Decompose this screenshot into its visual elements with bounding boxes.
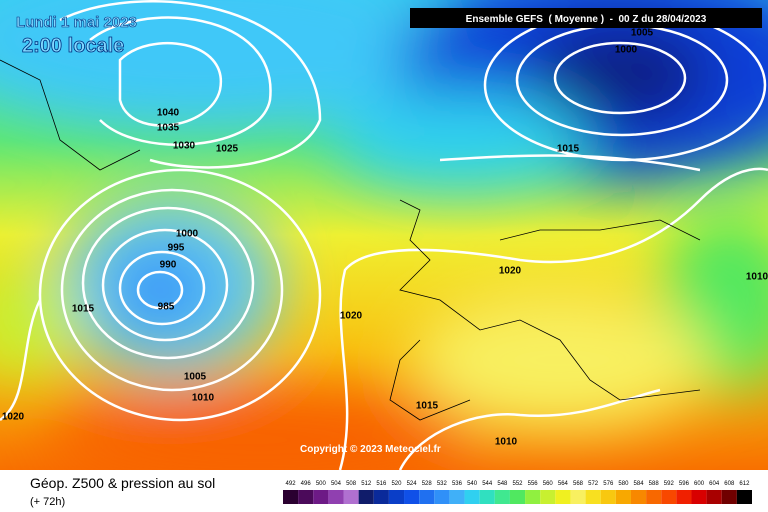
scale-swatch: [328, 490, 344, 504]
model-box: [410, 8, 762, 28]
isobar-label: 1005: [631, 28, 654, 39]
scale-swatch: [661, 490, 677, 504]
isobar-label: 1035: [157, 123, 180, 134]
scale-swatch: [434, 490, 450, 504]
scale-swatch: [721, 490, 737, 504]
isobar-label: 1005: [184, 372, 207, 383]
scale-swatch: [373, 490, 389, 504]
isobar-label: 1015: [557, 144, 580, 155]
scale-label: 540: [467, 481, 478, 487]
scale-label: 504: [331, 481, 342, 487]
scale-label: 608: [724, 481, 735, 487]
scale-label: 508: [346, 481, 357, 487]
isobar-label: 1000: [615, 45, 638, 56]
isobar-label: 1010: [495, 437, 518, 448]
scale-swatch: [706, 490, 722, 504]
scale-swatch: [676, 490, 692, 504]
scale-swatch: [313, 490, 329, 504]
isobar-label: 1000: [176, 229, 199, 240]
scale-label: 552: [512, 481, 523, 487]
scale-label: 576: [603, 481, 614, 487]
scale-swatch: [404, 490, 420, 504]
isobar-label: 1010: [746, 272, 768, 283]
scale-label: 612: [739, 481, 750, 487]
isobar-label: 1020: [499, 266, 522, 277]
scale-label: 512: [361, 481, 372, 487]
field: [0, 0, 768, 470]
footer-title: Géop. Z500 & pression au sol: [30, 475, 215, 491]
scale-label: 536: [452, 481, 463, 487]
date: Lundi 1 mai 2023: [16, 14, 137, 31]
isobar-label: 1015: [416, 401, 439, 412]
scale-label: 592: [664, 481, 675, 487]
scale-label: 580: [618, 481, 629, 487]
scale-swatch: [388, 490, 405, 504]
scale-swatch: [419, 490, 435, 504]
scale-label: 600: [694, 481, 705, 487]
isobar-label: 995: [168, 243, 185, 254]
scale-swatch: [630, 490, 647, 504]
scale-swatch: [525, 490, 541, 504]
scale-label: 588: [649, 481, 660, 487]
scale-swatch: [343, 490, 359, 504]
isobar-label: 1020: [2, 412, 25, 423]
scale-swatch: [479, 490, 495, 504]
isobar-label: 1010: [192, 393, 215, 404]
scale-swatch: [464, 490, 480, 504]
coastlines: [0, 59, 701, 421]
model: Ensemble GEFS ( Moyenne ) - 00 Z du 28/0…: [466, 14, 707, 25]
scale-swatch: [555, 490, 571, 504]
scale-label: 564: [558, 481, 569, 487]
footer-lead: (+ 72h): [30, 496, 65, 508]
scale-label: 548: [497, 481, 508, 487]
scale-swatch: [615, 490, 631, 504]
scale-label: 520: [391, 481, 402, 487]
scale-swatch: [449, 490, 465, 504]
scale-label: 596: [679, 481, 690, 487]
scale-label: 572: [588, 481, 599, 487]
scale-swatch: [691, 490, 707, 504]
color-scale: 492 496 500 504 508 512 516 520 524 528 532 536 540 5…: [283, 481, 752, 504]
scale-label: 492: [286, 481, 297, 487]
isobar-label: 1015: [72, 304, 95, 315]
time: 2:00 locale: [22, 35, 124, 57]
scale-swatch: [646, 490, 662, 504]
scale-label: 556: [528, 481, 539, 487]
isobar-label: 1020: [340, 311, 363, 322]
scale-label: 532: [437, 481, 448, 487]
isobar-label: 1025: [216, 144, 239, 155]
copyright: Copyright © 2023 Meteociel.fr: [300, 444, 441, 455]
scale-swatch: [509, 490, 526, 504]
scale-swatch: [494, 490, 510, 504]
scale-label: 604: [709, 481, 720, 487]
scale-label: 544: [482, 481, 493, 487]
isobar-label: 985: [158, 302, 175, 313]
scale-swatch: [298, 490, 314, 504]
scale-label: 584: [634, 481, 645, 487]
scale-swatch: [540, 490, 556, 504]
scale-swatch: [736, 490, 752, 504]
scale-label: 496: [301, 481, 312, 487]
scale-swatch: [585, 490, 601, 504]
scale-label: 528: [422, 481, 433, 487]
scale-label: 560: [543, 481, 554, 487]
isobar-label: 1030: [173, 141, 196, 152]
isobars: [0, 0, 768, 470]
scale-label: 524: [407, 481, 418, 487]
isobar-labels: 1005 1000 1015 1040 1035 1030 1025 1000 995 990 98…: [2, 28, 768, 448]
scale-label: 516: [376, 481, 387, 487]
scale-label: 568: [573, 481, 584, 487]
scale-swatch: [600, 490, 616, 504]
scale-label: 500: [316, 481, 327, 487]
scale-swatch: [358, 490, 374, 504]
scale-swatch: [283, 490, 299, 504]
isobar-label: 1040: [157, 108, 180, 119]
isobar-label: 990: [160, 260, 177, 271]
scale-swatch: [570, 490, 586, 504]
